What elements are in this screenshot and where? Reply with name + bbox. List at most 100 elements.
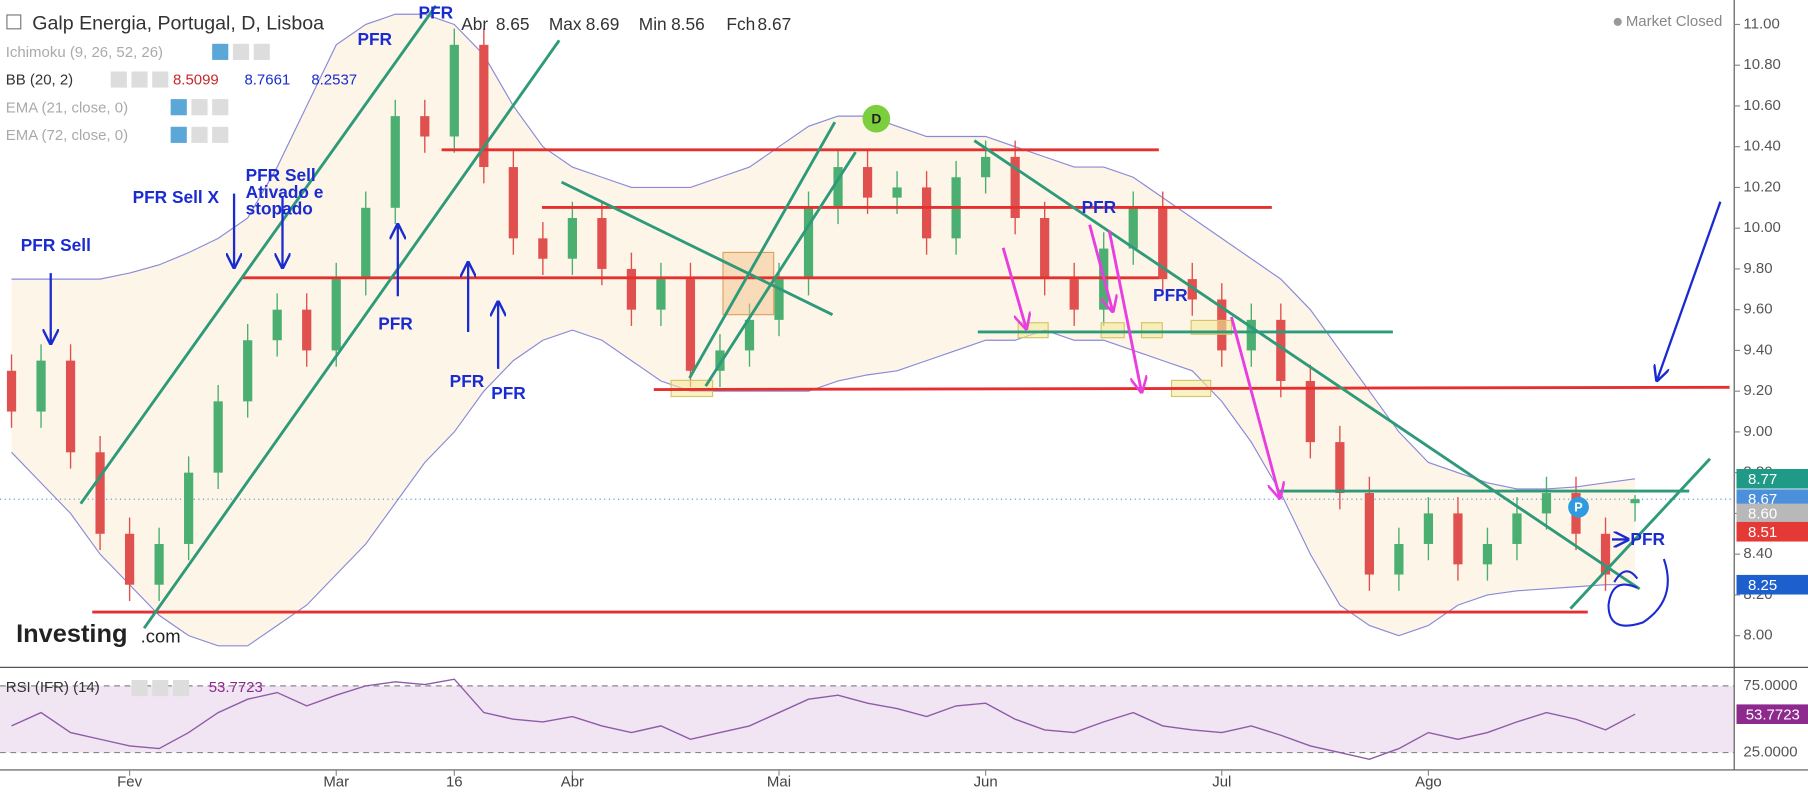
ohlc-value: 8.56 <box>671 14 705 34</box>
candle-body <box>715 350 725 371</box>
rsi-title: RSI (IFR) (14) <box>6 679 100 696</box>
candle-body <box>6 370 17 412</box>
indicator-value: 8.2537 <box>311 72 357 89</box>
candle-body <box>1364 493 1374 575</box>
settings-button[interactable] <box>191 126 208 143</box>
arrow <box>1001 247 1026 329</box>
candle-body <box>626 268 637 310</box>
logo-suffix: .com <box>141 625 181 646</box>
visibility-button[interactable] <box>131 680 148 697</box>
x-tick-label: Mar <box>323 774 349 791</box>
settings-button[interactable] <box>131 71 148 88</box>
candle-body <box>272 309 282 341</box>
trend-line <box>1569 457 1712 610</box>
candle-body <box>243 340 253 402</box>
indicator-name: Ichimoku (9, 26, 52, 26) <box>6 44 163 61</box>
rsi-line <box>11 678 1636 760</box>
y-tick-label: 10.60 <box>1743 97 1780 114</box>
visibility-button[interactable] <box>170 126 187 143</box>
candle-body <box>390 116 400 208</box>
price-tag-label: 8.77 <box>1748 471 1777 488</box>
annotation: stopado <box>246 198 313 218</box>
y-tick-label: 25.0000 <box>1743 744 1797 761</box>
candle-body <box>981 156 991 178</box>
annotation: PFR <box>378 314 413 334</box>
remove-button[interactable] <box>152 71 169 88</box>
candle-body <box>1394 543 1404 575</box>
annotation: PFR <box>419 2 454 22</box>
candle-body <box>597 217 607 269</box>
annotation: Ativado e <box>246 182 324 202</box>
candle-body <box>744 319 755 351</box>
candle-body <box>213 401 223 473</box>
indicator-value: 8.5099 <box>173 72 219 89</box>
trend-line <box>973 139 1641 591</box>
indicator-value: 8.7661 <box>244 72 290 89</box>
candle-body <box>892 187 902 198</box>
settings-button[interactable] <box>232 43 250 60</box>
candle-body <box>1069 279 1079 310</box>
y-tick-label: 10.40 <box>1743 138 1780 155</box>
price-tag <box>1736 521 1808 542</box>
candle-body <box>1128 207 1138 249</box>
candle-body <box>1158 207 1168 280</box>
visibility-button[interactable] <box>212 43 229 60</box>
y-tick-label: 10.20 <box>1743 178 1780 195</box>
settings-button[interactable] <box>191 99 208 116</box>
y-tick-label: 9.20 <box>1743 382 1772 399</box>
visibility-button[interactable] <box>170 99 187 116</box>
candle-body <box>1187 279 1197 300</box>
trend-line <box>560 180 834 316</box>
y-tick-label: 11.00 <box>1743 15 1779 32</box>
candle-body <box>1482 543 1493 565</box>
candle-body <box>1541 493 1552 514</box>
candle-body <box>1600 533 1611 575</box>
remove-button[interactable] <box>212 126 229 143</box>
candle-body <box>774 279 784 320</box>
arrow <box>1657 201 1722 381</box>
candle-body <box>361 207 371 280</box>
candle-body <box>124 533 135 585</box>
candle-body <box>1423 513 1434 544</box>
band-line <box>11 13 1636 490</box>
annotation: PFR <box>1153 285 1188 305</box>
x-tick-label: 16 <box>446 774 463 791</box>
visibility-button[interactable] <box>110 71 127 88</box>
remove-button[interactable] <box>212 99 229 116</box>
candle-body <box>538 238 548 259</box>
candle-body <box>1246 319 1256 351</box>
event-marker[interactable] <box>1568 496 1589 518</box>
candle-body <box>331 279 341 351</box>
x-tick-label: Fev <box>117 774 142 791</box>
candle-body <box>154 543 164 585</box>
annotation: PFR <box>1630 529 1665 549</box>
y-tick-label: 10.80 <box>1743 56 1780 73</box>
price-tag-label: 8.25 <box>1748 577 1777 594</box>
annotation: PFR <box>450 371 485 391</box>
trend-line <box>142 39 561 630</box>
remove-button[interactable] <box>253 43 270 60</box>
ohlc-value: 8.69 <box>586 14 620 34</box>
candle-body <box>685 279 696 371</box>
remove-button[interactable] <box>172 680 190 697</box>
trend-line <box>79 4 438 505</box>
candle-body <box>302 309 312 351</box>
annotation: PFR Sell <box>246 165 316 185</box>
y-tick-label: 8.00 <box>1743 627 1772 644</box>
settings-button[interactable] <box>152 680 169 697</box>
candle-body <box>449 44 459 137</box>
ohlc-value: 8.65 <box>496 14 530 34</box>
indicator-name: EMA (72, close, 0) <box>6 127 128 144</box>
rsi-band <box>0 685 1735 753</box>
indicator-name: EMA (21, close, 0) <box>6 99 128 116</box>
candle-body <box>833 167 843 208</box>
ohlc-label: Abr <box>461 14 488 34</box>
event-marker[interactable] <box>862 104 891 133</box>
market-status: Market Closed <box>1626 13 1723 30</box>
candle-body <box>1630 499 1640 504</box>
candle-body <box>862 167 873 198</box>
collapse-icon[interactable] <box>6 14 22 30</box>
x-tick-label: Jul <box>1212 774 1231 791</box>
candle-body <box>1335 442 1345 494</box>
